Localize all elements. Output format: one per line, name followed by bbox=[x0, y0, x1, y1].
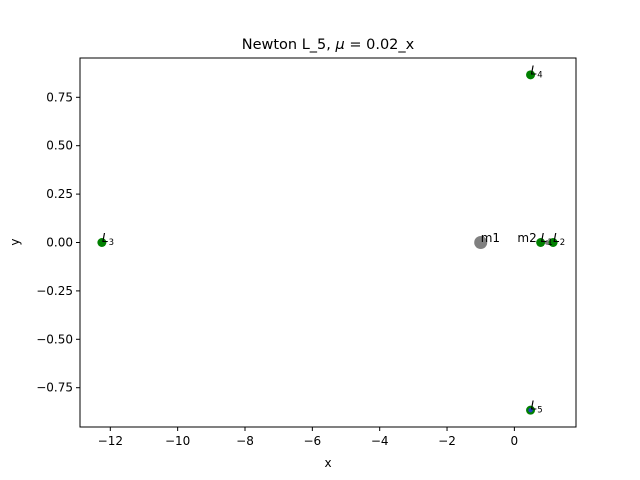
x-tick-label: −8 bbox=[236, 434, 254, 448]
x-tick-label: −6 bbox=[303, 434, 321, 448]
point-l2 bbox=[548, 238, 558, 247]
x-tick-label: −4 bbox=[371, 434, 389, 448]
points-layer bbox=[97, 70, 558, 415]
point-newton-l5 bbox=[528, 407, 533, 413]
y-axis-label: y bbox=[8, 238, 22, 245]
point-m2 bbox=[544, 240, 550, 245]
x-axis-label: x bbox=[324, 456, 331, 470]
label-l2: L2 bbox=[553, 231, 565, 248]
x-tick-label: 0 bbox=[511, 434, 519, 448]
y-tick-label: −0.25 bbox=[36, 284, 73, 298]
label-m1: m1 bbox=[481, 231, 500, 245]
point-l4 bbox=[526, 70, 536, 80]
chart-title: Newton L_5, μ = 0.02_x bbox=[242, 37, 415, 53]
y-tick-label: 0.00 bbox=[46, 236, 73, 250]
label-l4: L4 bbox=[531, 63, 543, 80]
label-l3: L3 bbox=[102, 231, 114, 248]
label-l1: L1 bbox=[541, 231, 553, 248]
x-tick-label: −10 bbox=[165, 434, 190, 448]
x-tick-label: −12 bbox=[98, 434, 123, 448]
y-tick-label: −0.75 bbox=[36, 381, 73, 395]
labels-layer: m1 m2 L1 L2 L3 L4 L5 bbox=[102, 63, 565, 415]
plot-area bbox=[80, 58, 576, 427]
point-l1 bbox=[536, 238, 546, 247]
label-l5: L5 bbox=[531, 399, 543, 416]
x-tick-label: −2 bbox=[438, 434, 456, 448]
point-l3 bbox=[97, 238, 107, 247]
x-axis: −12 −10 −8 −6 −4 −2 0 bbox=[98, 427, 519, 448]
y-tick-label: −0.50 bbox=[36, 332, 73, 346]
y-axis: 0.75 0.50 0.25 0.00 −0.25 −0.50 −0.75 bbox=[36, 90, 80, 395]
point-m1 bbox=[474, 236, 488, 249]
label-m2: m2 bbox=[517, 231, 536, 245]
y-tick-label: 0.50 bbox=[46, 139, 73, 153]
y-tick-label: 0.25 bbox=[46, 187, 73, 201]
y-tick-label: 0.75 bbox=[46, 90, 73, 104]
plot-background bbox=[80, 58, 576, 427]
